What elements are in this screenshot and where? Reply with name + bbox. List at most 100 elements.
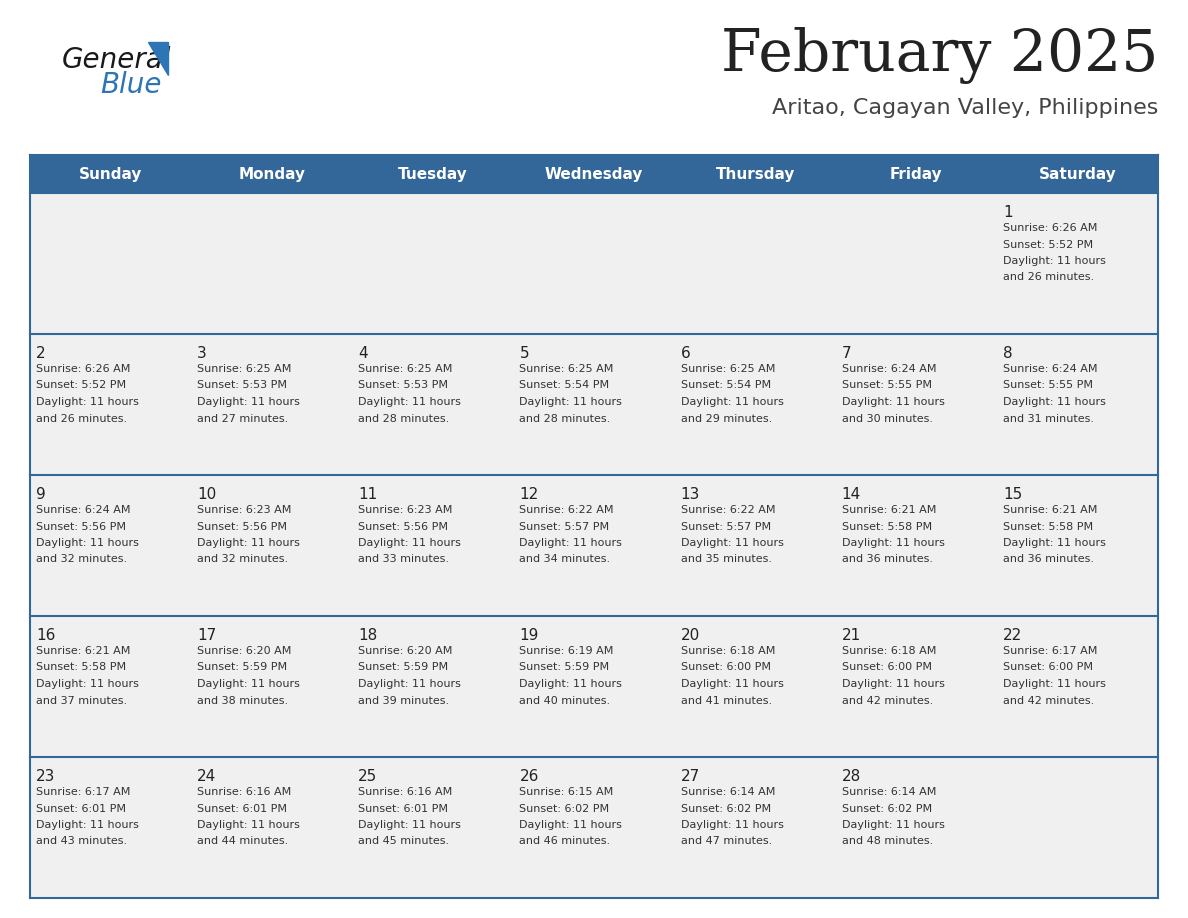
Text: Daylight: 11 hours: Daylight: 11 hours — [519, 820, 623, 830]
Bar — [675, 757, 835, 898]
Text: 28: 28 — [842, 769, 861, 784]
Bar — [353, 757, 513, 898]
Text: Daylight: 11 hours: Daylight: 11 hours — [36, 820, 139, 830]
Text: Daylight: 11 hours: Daylight: 11 hours — [197, 679, 301, 689]
Text: and 44 minutes.: and 44 minutes. — [197, 836, 289, 846]
Text: 17: 17 — [197, 628, 216, 643]
Text: and 35 minutes.: and 35 minutes. — [681, 554, 771, 565]
Bar — [30, 616, 191, 757]
Text: Sunset: 5:58 PM: Sunset: 5:58 PM — [842, 521, 931, 532]
Bar — [835, 193, 997, 334]
Text: Daylight: 11 hours: Daylight: 11 hours — [1003, 679, 1106, 689]
Text: 5: 5 — [519, 346, 529, 361]
Text: Daylight: 11 hours: Daylight: 11 hours — [359, 679, 461, 689]
Bar — [513, 616, 675, 757]
Text: Daylight: 11 hours: Daylight: 11 hours — [842, 538, 944, 548]
Text: 12: 12 — [519, 487, 538, 502]
Text: Sunset: 6:02 PM: Sunset: 6:02 PM — [681, 803, 771, 813]
Bar — [513, 757, 675, 898]
Text: Daylight: 11 hours: Daylight: 11 hours — [359, 397, 461, 407]
Bar — [513, 193, 675, 334]
Text: General: General — [62, 46, 171, 74]
Bar — [353, 616, 513, 757]
Text: Daylight: 11 hours: Daylight: 11 hours — [197, 820, 301, 830]
Text: Sunset: 5:52 PM: Sunset: 5:52 PM — [36, 380, 126, 390]
Text: Sunrise: 6:21 AM: Sunrise: 6:21 AM — [842, 505, 936, 515]
Text: Friday: Friday — [890, 166, 942, 182]
Text: Sunset: 5:59 PM: Sunset: 5:59 PM — [359, 663, 448, 673]
Text: and 26 minutes.: and 26 minutes. — [1003, 273, 1094, 283]
Text: and 45 minutes.: and 45 minutes. — [359, 836, 449, 846]
Text: 23: 23 — [36, 769, 56, 784]
Text: 7: 7 — [842, 346, 852, 361]
Text: Sunrise: 6:20 AM: Sunrise: 6:20 AM — [359, 646, 453, 656]
Text: Sunset: 6:02 PM: Sunset: 6:02 PM — [519, 803, 609, 813]
Text: 19: 19 — [519, 628, 539, 643]
Polygon shape — [148, 42, 168, 75]
Bar — [835, 475, 997, 616]
Text: Sunset: 5:58 PM: Sunset: 5:58 PM — [36, 663, 126, 673]
Text: 25: 25 — [359, 769, 378, 784]
Text: Sunset: 5:55 PM: Sunset: 5:55 PM — [1003, 380, 1093, 390]
Text: 4: 4 — [359, 346, 368, 361]
Text: 21: 21 — [842, 628, 861, 643]
Bar — [191, 616, 353, 757]
Text: 2: 2 — [36, 346, 45, 361]
Text: 10: 10 — [197, 487, 216, 502]
Text: Thursday: Thursday — [715, 166, 795, 182]
Text: and 34 minutes.: and 34 minutes. — [519, 554, 611, 565]
Text: Sunset: 5:59 PM: Sunset: 5:59 PM — [197, 663, 287, 673]
Bar — [191, 475, 353, 616]
Text: Sunrise: 6:23 AM: Sunrise: 6:23 AM — [359, 505, 453, 515]
Text: Sunset: 6:01 PM: Sunset: 6:01 PM — [36, 803, 126, 813]
Text: Blue: Blue — [100, 71, 162, 99]
Text: and 36 minutes.: and 36 minutes. — [1003, 554, 1094, 565]
Bar — [675, 616, 835, 757]
Text: Sunset: 5:59 PM: Sunset: 5:59 PM — [519, 663, 609, 673]
Text: Sunrise: 6:19 AM: Sunrise: 6:19 AM — [519, 646, 614, 656]
Text: Sunset: 6:00 PM: Sunset: 6:00 PM — [1003, 663, 1093, 673]
Text: Sunset: 5:52 PM: Sunset: 5:52 PM — [1003, 240, 1093, 250]
Text: Sunset: 5:57 PM: Sunset: 5:57 PM — [681, 521, 771, 532]
Text: Sunrise: 6:20 AM: Sunrise: 6:20 AM — [197, 646, 291, 656]
Text: 3: 3 — [197, 346, 207, 361]
Bar — [835, 616, 997, 757]
Text: Daylight: 11 hours: Daylight: 11 hours — [842, 679, 944, 689]
Bar — [675, 475, 835, 616]
Text: 20: 20 — [681, 628, 700, 643]
Text: and 27 minutes.: and 27 minutes. — [197, 413, 289, 423]
Bar — [835, 757, 997, 898]
Text: and 43 minutes.: and 43 minutes. — [36, 836, 127, 846]
Bar — [997, 757, 1158, 898]
Text: Sunset: 5:57 PM: Sunset: 5:57 PM — [519, 521, 609, 532]
Text: 1: 1 — [1003, 205, 1012, 220]
Text: Daylight: 11 hours: Daylight: 11 hours — [1003, 256, 1106, 266]
Text: Sunrise: 6:17 AM: Sunrise: 6:17 AM — [1003, 646, 1098, 656]
Text: Sunset: 5:58 PM: Sunset: 5:58 PM — [1003, 521, 1093, 532]
Bar — [513, 334, 675, 475]
Text: and 48 minutes.: and 48 minutes. — [842, 836, 933, 846]
Text: and 40 minutes.: and 40 minutes. — [519, 696, 611, 706]
Text: Saturday: Saturday — [1038, 166, 1117, 182]
Text: Daylight: 11 hours: Daylight: 11 hours — [197, 397, 301, 407]
Bar — [675, 334, 835, 475]
Text: and 42 minutes.: and 42 minutes. — [1003, 696, 1094, 706]
Text: and 26 minutes.: and 26 minutes. — [36, 413, 127, 423]
Bar — [30, 334, 191, 475]
Text: Sunrise: 6:16 AM: Sunrise: 6:16 AM — [359, 787, 453, 797]
Bar — [353, 475, 513, 616]
Text: and 47 minutes.: and 47 minutes. — [681, 836, 772, 846]
Text: Tuesday: Tuesday — [398, 166, 468, 182]
Text: 11: 11 — [359, 487, 378, 502]
Text: Sunrise: 6:16 AM: Sunrise: 6:16 AM — [197, 787, 291, 797]
Text: 13: 13 — [681, 487, 700, 502]
Text: Sunset: 6:00 PM: Sunset: 6:00 PM — [842, 663, 931, 673]
Text: Sunset: 5:53 PM: Sunset: 5:53 PM — [197, 380, 287, 390]
Bar — [835, 334, 997, 475]
Text: 8: 8 — [1003, 346, 1012, 361]
Text: and 29 minutes.: and 29 minutes. — [681, 413, 772, 423]
Text: 14: 14 — [842, 487, 861, 502]
Text: Sunset: 6:01 PM: Sunset: 6:01 PM — [197, 803, 287, 813]
Text: Sunrise: 6:18 AM: Sunrise: 6:18 AM — [842, 646, 936, 656]
Bar — [997, 475, 1158, 616]
